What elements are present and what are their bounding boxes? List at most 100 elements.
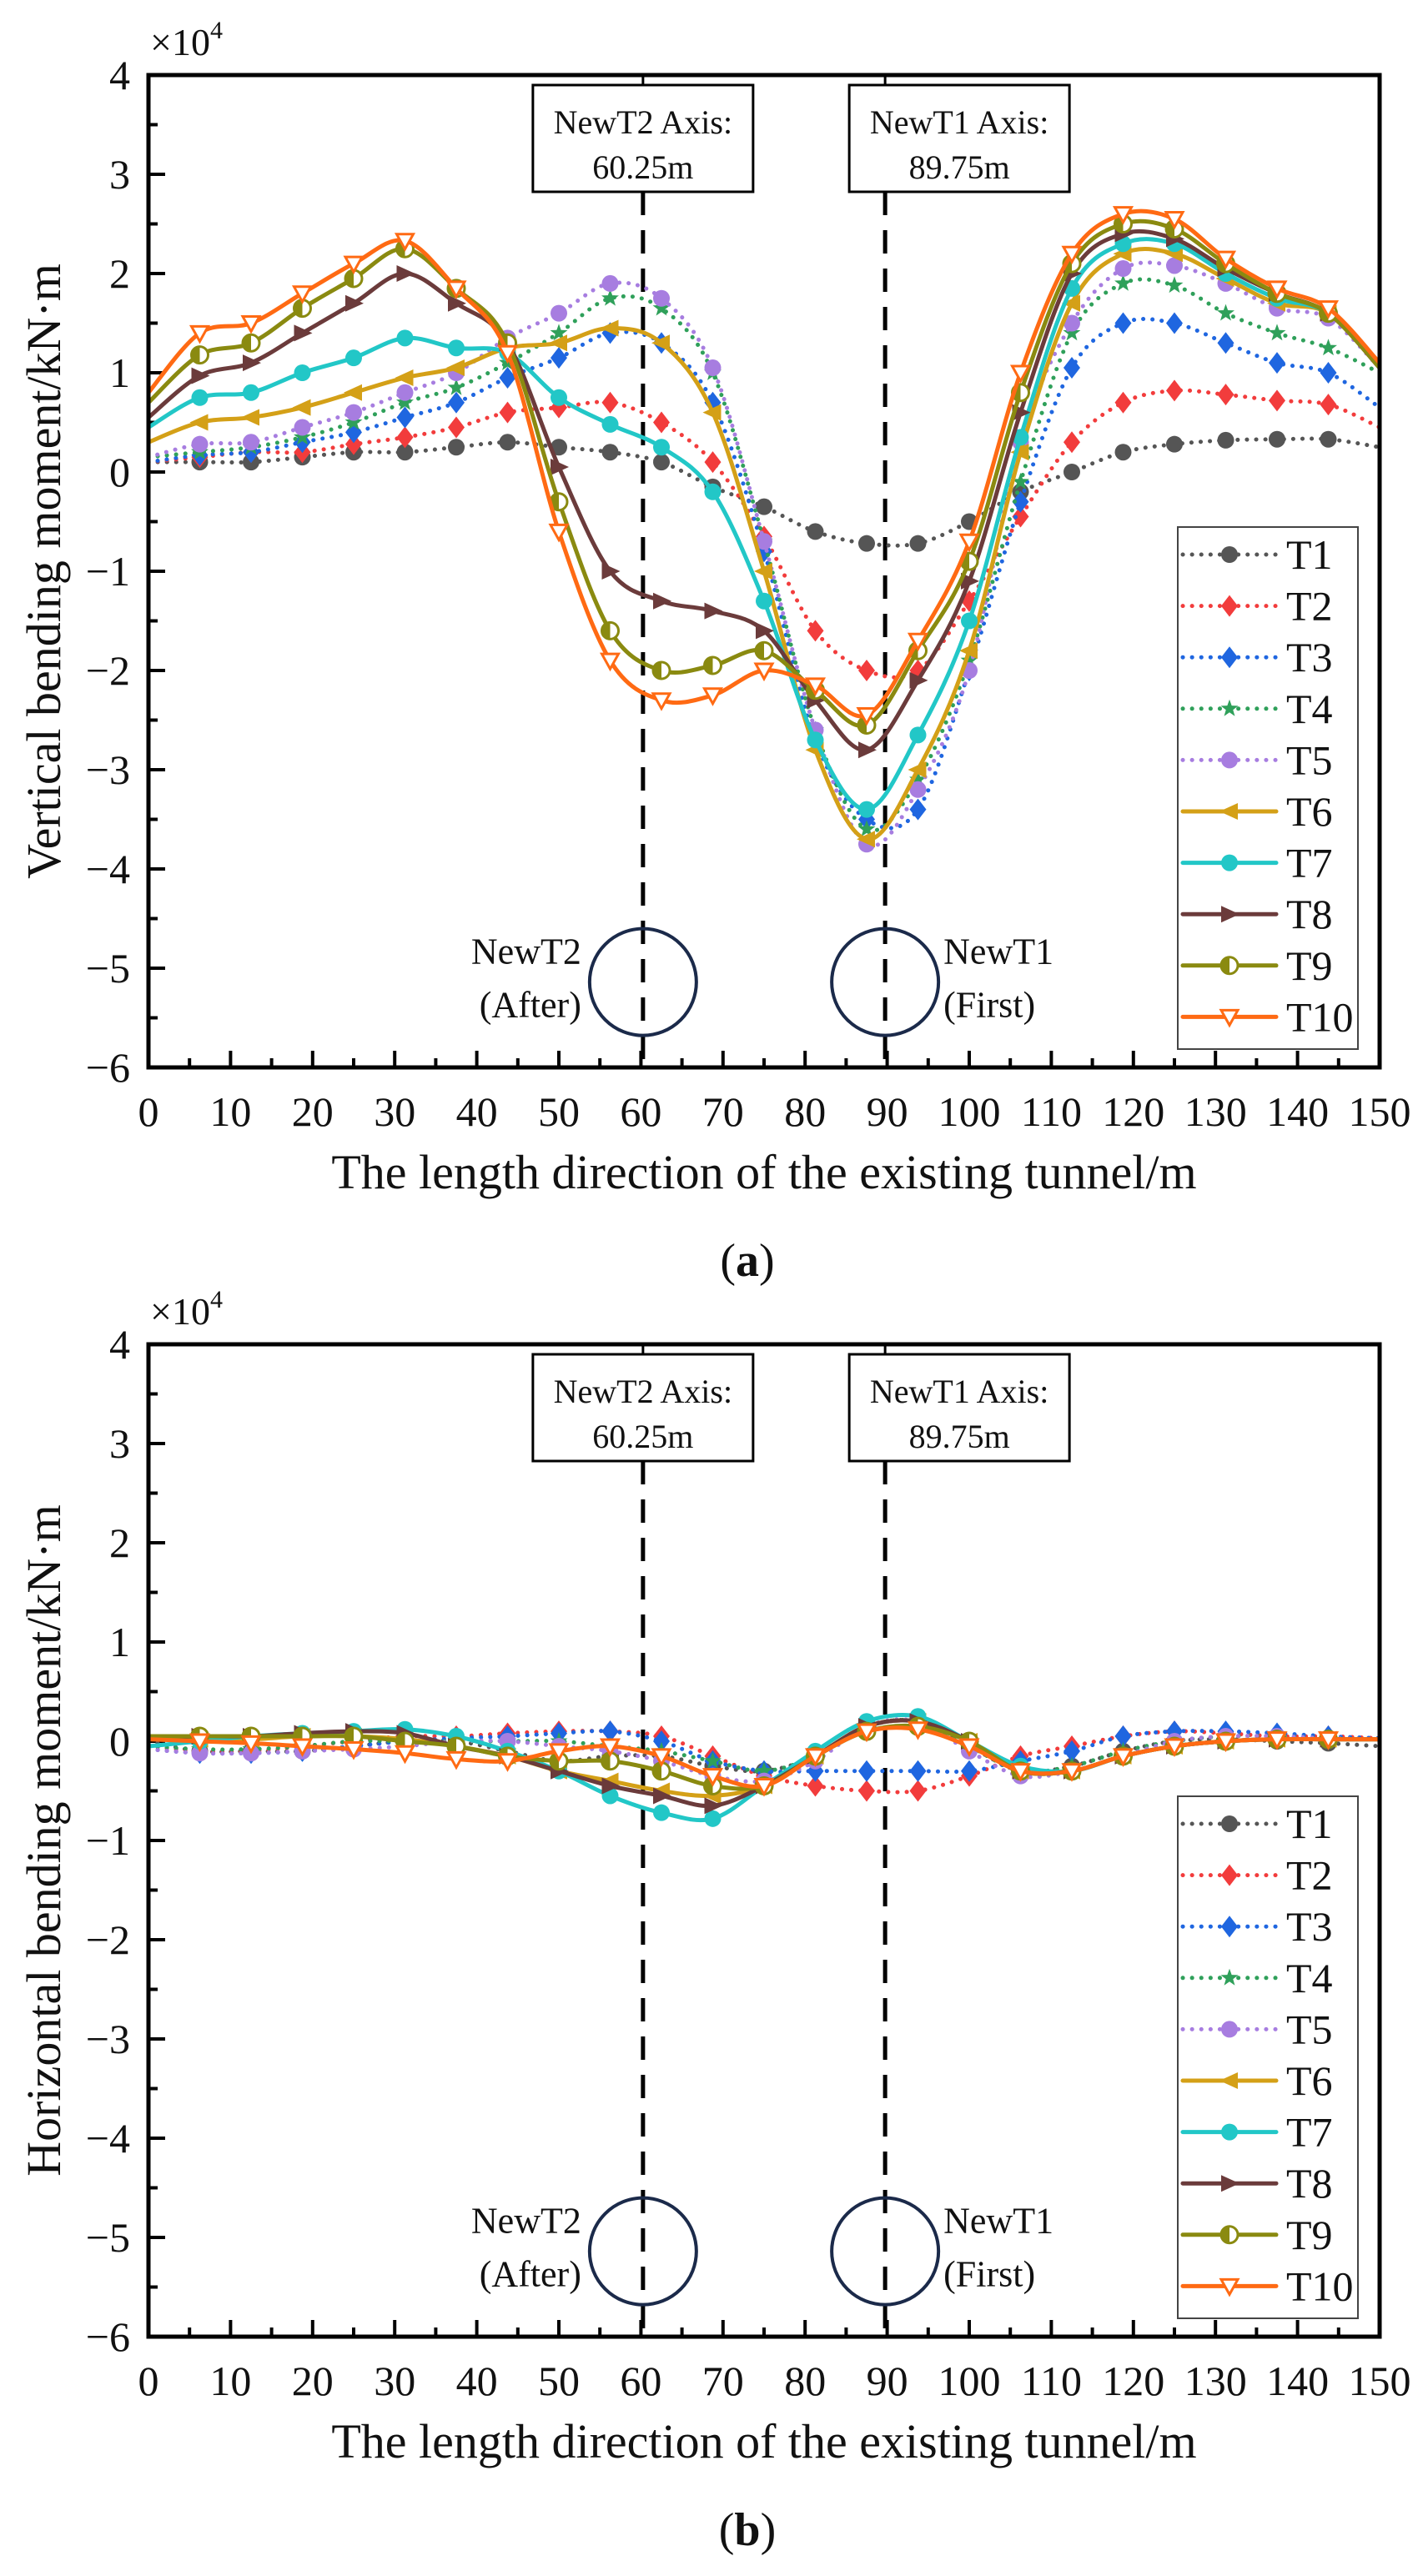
data-point-T4 [857,820,876,837]
data-point-T5 [1063,314,1080,332]
x-tick-label: 0 [138,1088,159,1135]
data-point-T3 [909,1760,927,1782]
y-tick-label: −3 [86,2016,130,2062]
y-tick-label: −5 [86,945,130,992]
legend-label-T3: T3 [1286,634,1333,680]
axis-annotation-value: 89.75m [909,148,1010,186]
y-tick-label: −6 [86,2313,130,2360]
y-tick-label: 1 [109,349,130,396]
data-point-T10 [1214,1733,1237,1753]
tunnel-label-order: (After) [480,2254,581,2295]
legend-label-T5: T5 [1286,2006,1333,2052]
data-point-T6 [189,414,209,431]
data-point-T6 [1010,444,1029,461]
data-point-T2 [909,1780,927,1802]
x-tick-label: 40 [456,2358,498,2404]
data-point-T6 [702,404,722,421]
legend-box [1177,1795,1359,2319]
data-point-T5 [756,533,772,550]
data-point-T3 [1320,362,1337,384]
data-point-T6 [446,359,465,377]
legend-marker-T1 [1221,546,1238,563]
data-point-T2 [1320,394,1337,416]
data-point-T1 [396,444,414,461]
data-point-T2 [1063,431,1080,454]
data-point-T1 [653,454,670,471]
x-tick-label: 130 [1184,2358,1247,2404]
data-point-T7 [961,612,978,630]
data-point-T4 [601,289,619,306]
axis-annotation-title: NewT1 Axis: [870,1373,1048,1410]
panel-label-letter: b [734,2504,760,2556]
data-point-T4 [344,413,363,430]
tunnel-label-order: (First) [943,2254,1035,2295]
x-tick-label: 70 [702,2358,744,2404]
tunnel-circle [587,926,698,1037]
legend-marker-T2 [1221,1864,1238,1886]
data-point-T5 [294,419,311,436]
legend-marker-T10 [1219,2277,1240,2297]
legend-marker-T9 [1221,957,1229,974]
y-tick-label: 0 [109,1718,130,1765]
plot-frame [146,1342,1382,2339]
data-point-T9 [653,1762,661,1780]
data-point-T5 [704,359,722,377]
y-tick-label: −6 [86,1044,130,1091]
legend-marker-T8 [1221,906,1239,923]
data-point-T4 [704,1751,722,1769]
data-point-T1 [499,434,516,451]
data-point-T10 [907,632,929,652]
data-point-T1 [909,535,927,552]
data-point-T10 [753,1778,775,1797]
data-point-T10 [496,1753,519,1772]
data-point-T10 [753,662,775,682]
y-tick-label: −5 [86,2214,130,2261]
data-point-T10 [1214,250,1237,270]
data-point-T10 [1009,364,1032,384]
data-point-T2 [653,411,670,434]
axis-annotation-box [847,83,1071,193]
data-point-T10 [1164,1738,1185,1758]
y-tick-label: −2 [86,1916,130,1963]
y-multiplier-exponent: 4 [210,17,223,44]
data-point-T1 [807,523,824,540]
data-point-T3 [1269,352,1285,374]
legend-marker-T3 [1221,1916,1238,1938]
data-point-T3 [448,391,465,414]
data-point-T3 [1063,357,1080,379]
y-tick-label: 1 [109,1619,130,1665]
legend-label-T1: T1 [1286,1800,1333,1847]
data-point-T8 [396,265,415,282]
data-point-T8 [294,324,313,342]
series-line-T1 [148,1717,1380,1775]
panel-label: (a) [720,1235,774,1287]
x-tick-label: 120 [1102,2358,1164,2404]
data-point-T7 [756,592,772,610]
y-tick-label: 3 [109,151,130,198]
data-point-T10 [1112,206,1134,225]
legend-label-T4: T4 [1286,1955,1333,2001]
data-point-T10 [651,692,672,711]
tunnel-label-order: (First) [943,985,1035,1026]
data-point-T10 [189,1733,211,1753]
data-point-T9 [448,1737,456,1755]
data-point-T6 [754,563,772,580]
data-point-T8 [551,459,569,476]
data-point-T4 [1165,276,1184,294]
data-point-T10 [856,707,877,726]
data-point-T9 [345,269,354,287]
data-point-T10 [189,324,211,344]
data-point-T3 [551,347,567,369]
x-tick-label: 150 [1349,1088,1411,1135]
data-point-T7 [704,483,722,500]
axis-annotation-value: 60.25m [592,1418,693,1455]
data-point-T9 [191,346,200,364]
panel-label-paren: ( [719,2504,735,2556]
data-point-T8 [704,602,723,620]
data-point-T6 [1062,294,1080,312]
legend-label-T2: T2 [1286,583,1333,630]
data-point-T5 [1114,260,1132,278]
data-point-T2 [1269,389,1285,412]
data-point-T9 [345,1728,354,1745]
